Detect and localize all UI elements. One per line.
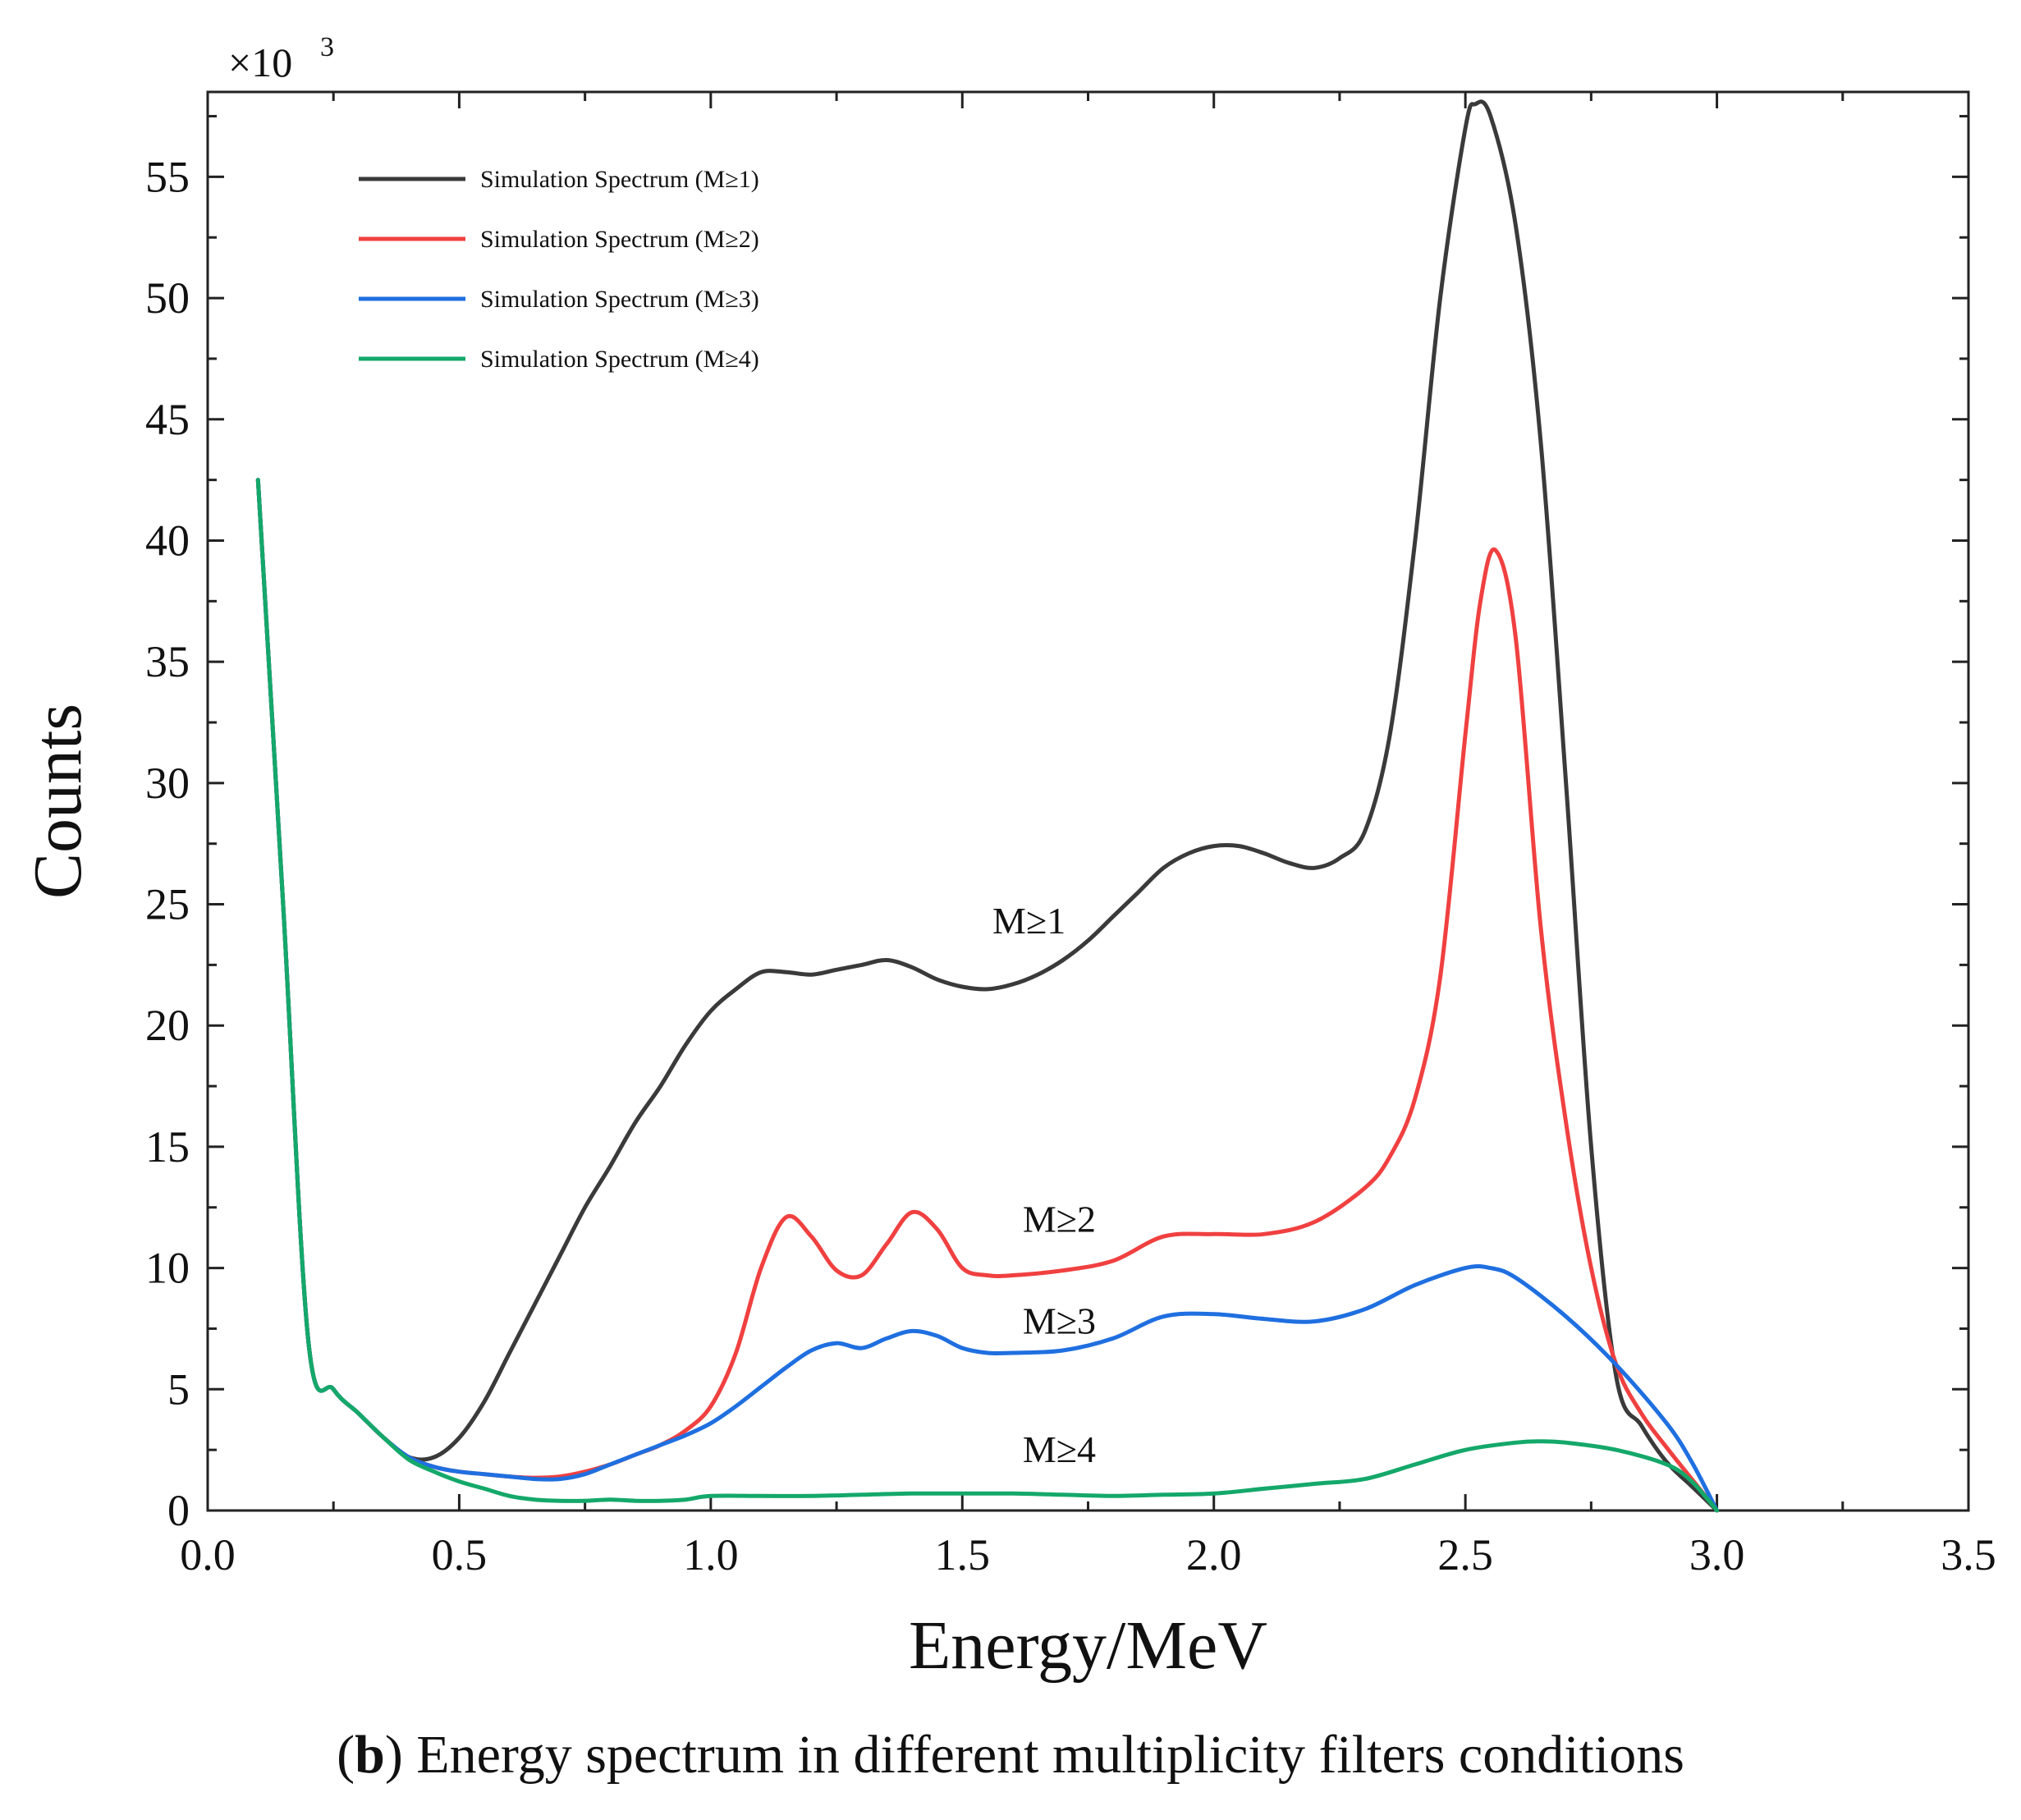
plot-area: 0.0 0.5 1.0 1.5 2.0 2.5 3.0 3.5 0 5 10 15 20 25 30 35 40… (20, 32, 1996, 1684)
x-tick-label: 0.0 (180, 1530, 236, 1579)
series-line-3 (255, 478, 1720, 1513)
legend: Simulation Spectrum (M≥1) Simulation Spec… (359, 166, 759, 373)
y-tick-label: 0 (167, 1486, 190, 1535)
x-axis-title: Energy/MeV (909, 1607, 1267, 1684)
plot-frame (206, 90, 1970, 1512)
legend-label: Simulation Spectrum (M≥3) (480, 286, 759, 313)
y-tick-label: 35 (145, 637, 190, 686)
y-tick-label: 55 (145, 152, 190, 201)
energy-spectrum-chart: 0.0 0.5 1.0 1.5 2.0 2.5 3.0 3.5 0 5 10 15 20 25 30 35 40… (20, 32, 1996, 1684)
figure-caption: (b) Energy spectrum in different multipl… (0, 1724, 2021, 1786)
series-annotation: M≥3 (1023, 1300, 1096, 1341)
legend-label: Simulation Spectrum (M≥1) (480, 166, 759, 193)
series-annotation: M≥2 (1023, 1198, 1096, 1240)
y-tick-label: 15 (145, 1122, 190, 1171)
series-annotation: M≥4 (1023, 1428, 1096, 1470)
y-tick-label: 20 (145, 1001, 190, 1050)
x-tick-label: 3.0 (1689, 1530, 1745, 1579)
series-annotation: M≥1 (992, 900, 1065, 942)
y-tick-label: 25 (145, 880, 190, 929)
y-tick-label: 30 (145, 759, 190, 808)
x-tick-label: 0.5 (432, 1530, 488, 1579)
y-multiplier-exponent: 3 (320, 32, 334, 62)
x-tick-label: 2.5 (1437, 1530, 1493, 1579)
y-tick-label: 5 (167, 1364, 190, 1414)
y-tick-label: 50 (145, 273, 190, 323)
x-tick-label: 1.5 (935, 1530, 991, 1579)
series-line-1 (255, 99, 1720, 1513)
series-line-4 (255, 478, 1720, 1513)
x-tick-label: 2.0 (1186, 1530, 1242, 1579)
legend-label: Simulation Spectrum (M≥4) (480, 346, 759, 373)
y-tick-label: 40 (145, 516, 190, 565)
caption-text: Energy spectrum in different multiplicit… (402, 1725, 1684, 1785)
y-tick-label: 10 (145, 1244, 190, 1293)
y-multiplier: ×10 (228, 39, 292, 85)
y-axis-title: Counts (20, 704, 96, 899)
series-line-2 (255, 478, 1720, 1513)
x-tick-label: 1.0 (683, 1530, 739, 1579)
x-tick-label: 3.5 (1941, 1530, 1996, 1579)
y-tick-label: 45 (145, 395, 190, 444)
caption-prefix-open: ( (337, 1725, 355, 1785)
legend-label: Simulation Spectrum (M≥2) (480, 226, 759, 253)
caption-prefix-close: ) (384, 1725, 403, 1785)
caption-prefix-bold: b (355, 1725, 385, 1785)
